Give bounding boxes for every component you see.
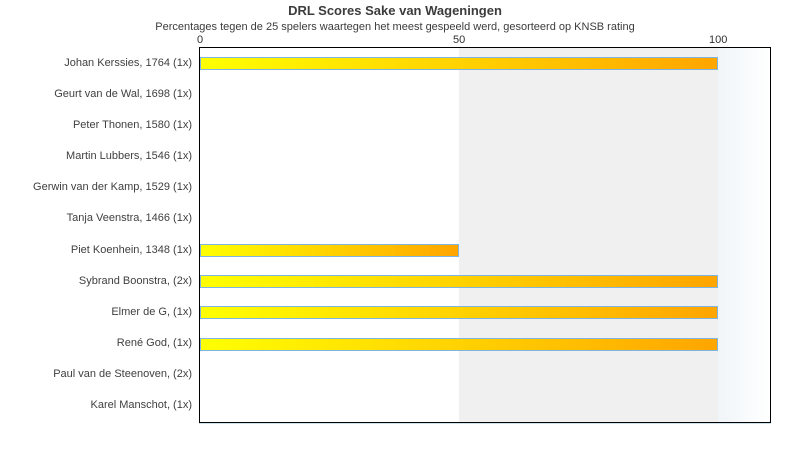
y-axis-label: Tanja Veenstra, 1466 (1x) [66, 212, 192, 225]
highlight-band [459, 48, 719, 422]
chart-subtitle: Percentages tegen de 25 spelers waartege… [155, 21, 635, 33]
y-axis-label: Sybrand Boonstra, (2x) [78, 274, 192, 287]
plot-area [199, 47, 771, 423]
y-axis-label: Karel Manschot, (1x) [90, 399, 192, 412]
x-tick-label: 0 [196, 34, 204, 46]
bar [200, 337, 719, 351]
y-axis-label: Elmer de G, (1x) [111, 305, 192, 318]
plot-underline [199, 423, 771, 424]
y-axis-label: René God, (1x) [116, 337, 192, 350]
fade-band [718, 48, 770, 422]
x-tick-label: 50 [452, 34, 466, 46]
bar [200, 244, 460, 258]
y-axis-label: Paul van de Steenoven, (2x) [53, 368, 192, 381]
y-axis-label: Geurt van de Wal, 1698 (1x) [54, 87, 192, 100]
x-tick-label: 100 [708, 34, 728, 46]
y-axis-label: Piet Koenhein, 1348 (1x) [70, 243, 192, 256]
bar [200, 275, 719, 289]
y-axis-label: Peter Thonen, 1580 (1x) [72, 118, 192, 131]
chart-title: DRL Scores Sake van Wageningen [288, 3, 502, 18]
y-axis-label: Martin Lubbers, 1546 (1x) [66, 150, 192, 163]
y-axis-label: Gerwin van der Kamp, 1529 (1x) [33, 181, 192, 194]
bar [200, 306, 719, 320]
bar [200, 57, 719, 71]
y-axis-label: Johan Kerssies, 1764 (1x) [64, 56, 192, 69]
